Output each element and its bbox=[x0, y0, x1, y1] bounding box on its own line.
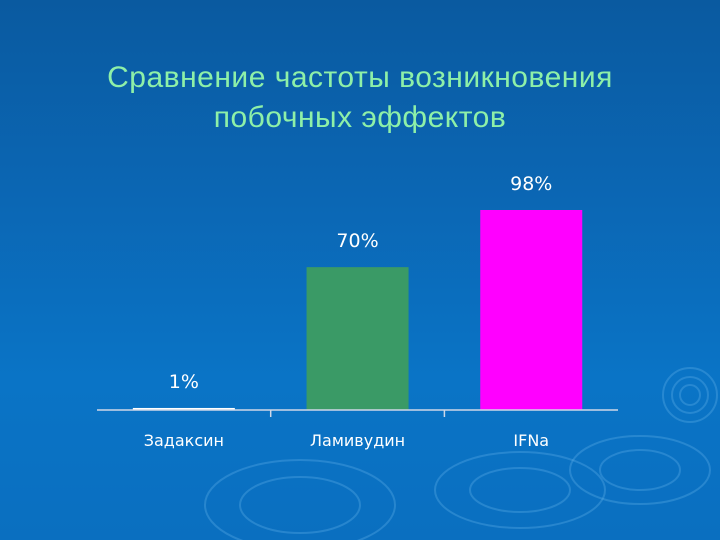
labels-layer: 1% Задаксин 70% Ламивудин 98% IFNa bbox=[144, 173, 553, 450]
bars-layer bbox=[132, 210, 583, 410]
ticks-layer bbox=[269, 410, 446, 417]
slide-title-line-2: побочных эффектов bbox=[213, 101, 507, 134]
bar-1 bbox=[132, 407, 235, 410]
data-label-1: 1% bbox=[169, 371, 199, 393]
category-label-2: Ламивудин bbox=[310, 431, 405, 450]
slide-title-line-1: Сравнение частоты возникновения bbox=[107, 61, 613, 94]
bar-3 bbox=[480, 210, 583, 410]
bar-2 bbox=[306, 267, 409, 410]
category-label-1: Задаксин bbox=[144, 431, 224, 450]
data-label-2: 70% bbox=[336, 230, 378, 252]
category-label-3: IFNa bbox=[513, 431, 549, 450]
slide-title: Сравнение частоты возникновения побочных… bbox=[40, 58, 680, 138]
data-label-3: 98% bbox=[510, 173, 552, 195]
